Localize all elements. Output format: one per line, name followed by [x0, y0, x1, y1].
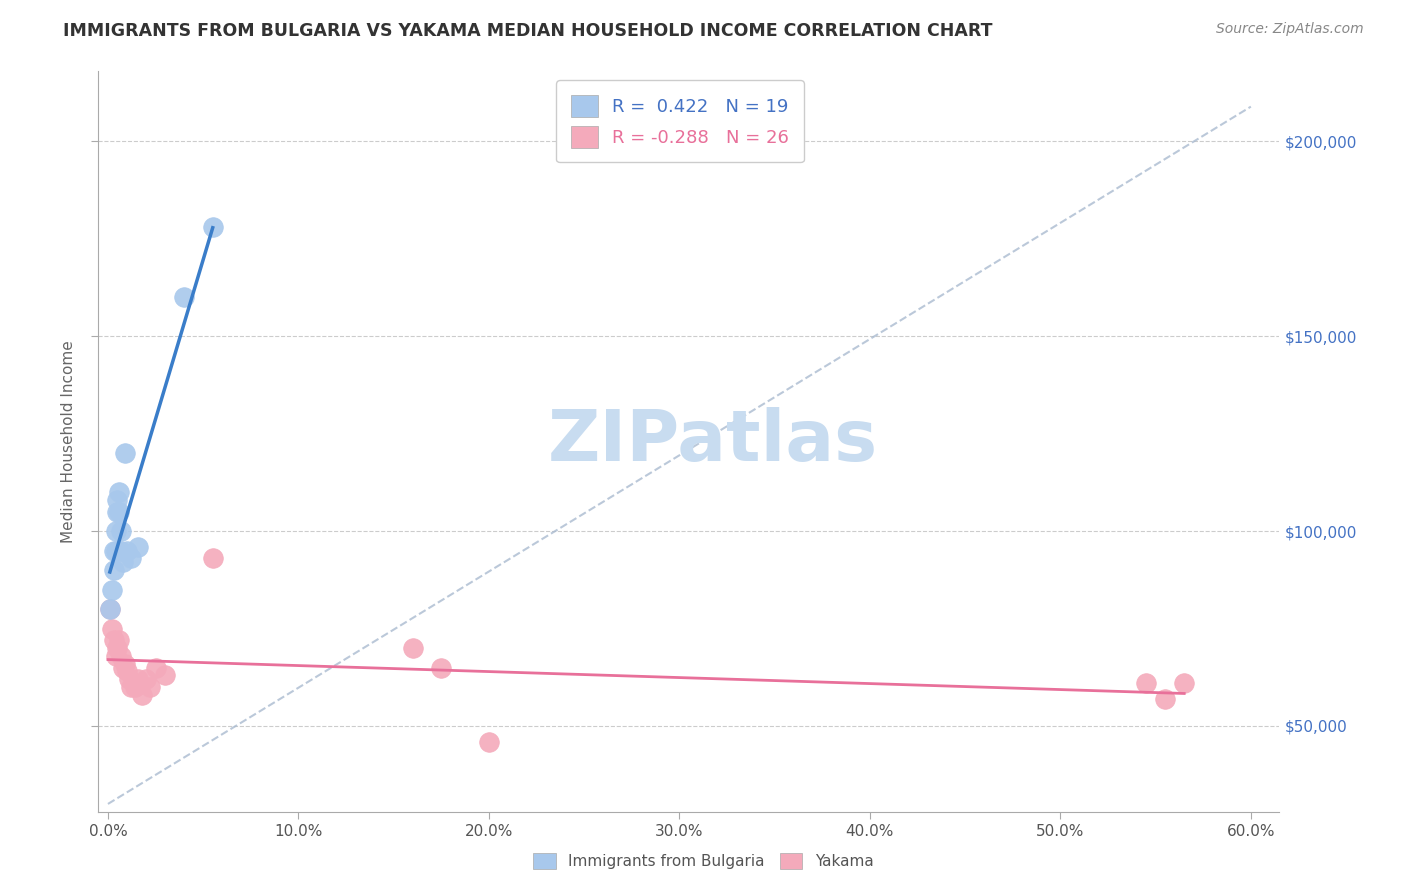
Point — [1154, 691, 1177, 706]
Point — [110, 543, 132, 558]
Point — [110, 648, 132, 663]
Point — [120, 680, 142, 694]
Point — [402, 641, 425, 656]
Point — [103, 563, 125, 577]
Point — [114, 657, 136, 671]
Point — [114, 446, 136, 460]
Point — [100, 622, 122, 636]
Point — [118, 672, 141, 686]
Point — [120, 551, 142, 566]
Point — [115, 543, 138, 558]
Point — [135, 672, 157, 686]
Point — [108, 505, 131, 519]
Point — [430, 660, 453, 674]
Point — [104, 524, 127, 538]
Point — [104, 543, 127, 558]
Point — [98, 602, 121, 616]
Point — [100, 582, 122, 597]
Point — [201, 220, 224, 235]
Point — [1135, 676, 1157, 690]
Point — [115, 665, 138, 679]
Point — [104, 648, 127, 663]
Text: ZIPatlas: ZIPatlas — [547, 407, 877, 476]
Point — [112, 660, 135, 674]
Point — [173, 290, 195, 304]
Point — [108, 485, 131, 500]
Point — [98, 602, 121, 616]
Point — [478, 734, 501, 748]
Point — [127, 540, 149, 554]
Text: IMMIGRANTS FROM BULGARIA VS YAKAMA MEDIAN HOUSEHOLD INCOME CORRELATION CHART: IMMIGRANTS FROM BULGARIA VS YAKAMA MEDIA… — [63, 22, 993, 40]
Point — [107, 641, 129, 656]
Point — [107, 493, 129, 508]
Y-axis label: Median Household Income: Median Household Income — [60, 340, 76, 543]
Point — [1173, 676, 1195, 690]
Point — [112, 555, 135, 569]
Point — [127, 672, 149, 686]
Point — [108, 633, 131, 648]
Legend: R =  0.422   N = 19, R = -0.288   N = 26: R = 0.422 N = 19, R = -0.288 N = 26 — [557, 80, 804, 162]
Point — [107, 505, 129, 519]
Legend: Immigrants from Bulgaria, Yakama: Immigrants from Bulgaria, Yakama — [526, 847, 880, 875]
Point — [145, 660, 167, 674]
Point — [153, 668, 176, 682]
Point — [201, 551, 224, 566]
Point — [103, 543, 125, 558]
Point — [124, 680, 146, 694]
Point — [103, 633, 125, 648]
Point — [110, 524, 132, 538]
Point — [139, 680, 162, 694]
Point — [131, 688, 153, 702]
Text: Source: ZipAtlas.com: Source: ZipAtlas.com — [1216, 22, 1364, 37]
